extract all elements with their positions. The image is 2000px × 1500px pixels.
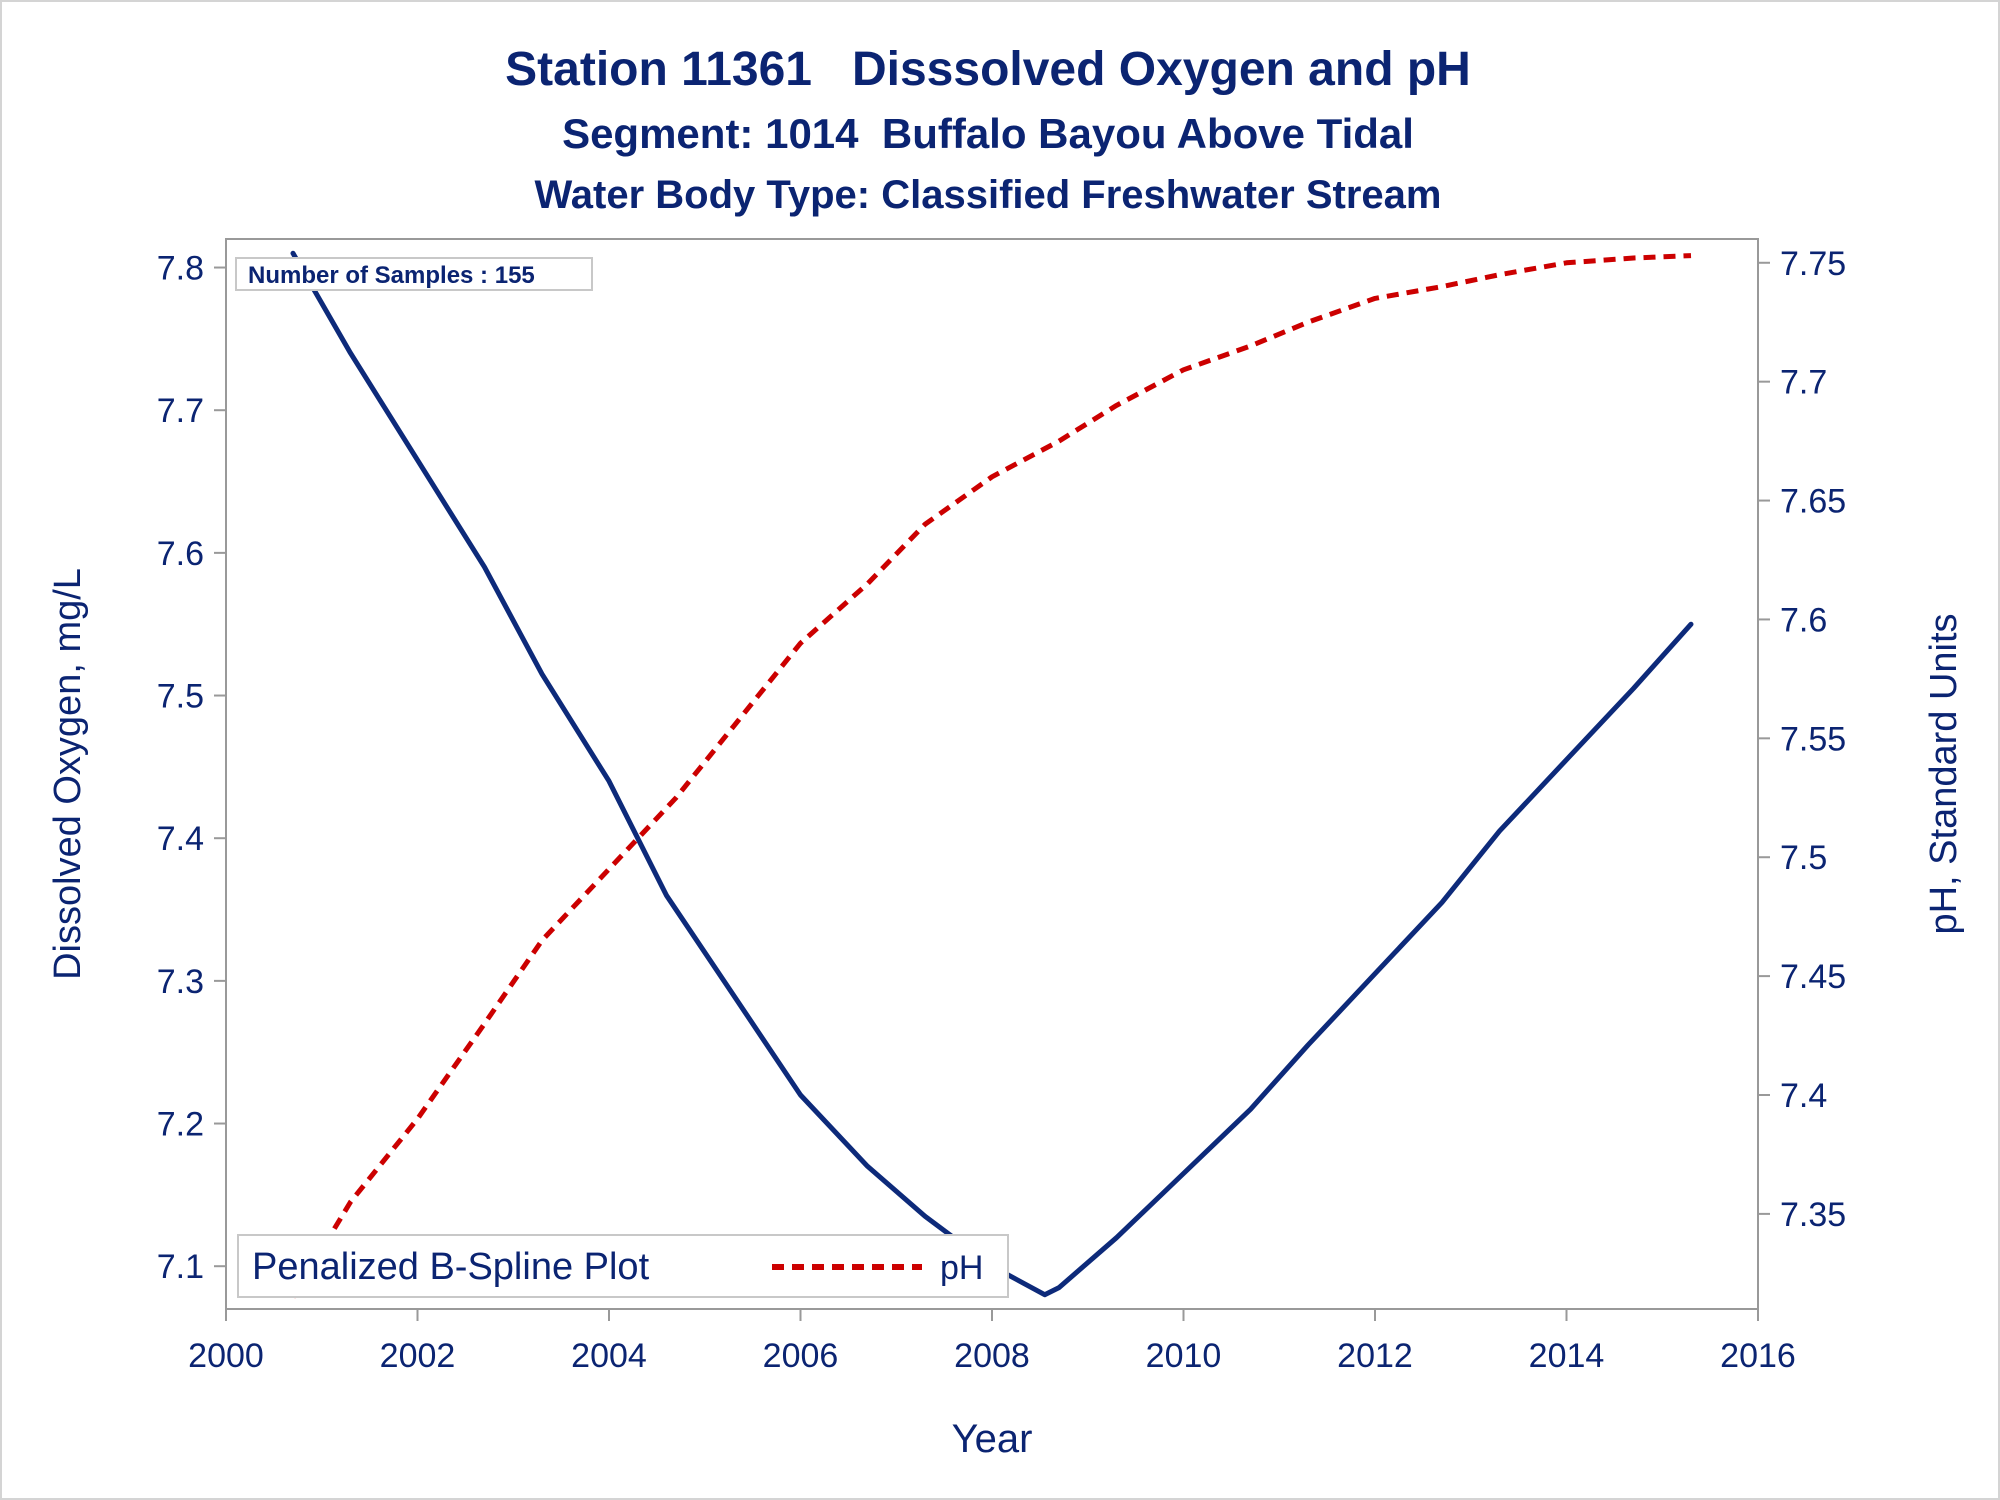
x-tick-label: 2008 <box>954 1337 1030 1375</box>
y2-tick-label: 7.75 <box>1780 245 1846 283</box>
y2-tick-label: 7.35 <box>1780 1196 1846 1234</box>
y-tick-label: 7.5 <box>157 678 204 716</box>
y2-tick-label: 7.6 <box>1780 601 1827 639</box>
y-tick-label: 7.6 <box>157 535 204 573</box>
y-tick-label: 7.7 <box>157 392 204 430</box>
x-axis: 2000 2002 2004 2006 2008 2010 2012 2014 2016 <box>188 1309 1796 1375</box>
y-tick-label: 7.1 <box>157 1248 204 1286</box>
x-axis-label: Year <box>952 1417 1033 1461</box>
x-tick-label: 2014 <box>1529 1337 1605 1375</box>
legend-label-ph: pH <box>940 1249 983 1287</box>
chart-title: Station 11361 Disssolved Oxygen and pH <box>505 43 1471 96</box>
x-tick-label: 2006 <box>763 1337 839 1375</box>
y2-tick-label: 7.4 <box>1780 1077 1827 1115</box>
x-tick-label: 2002 <box>380 1337 456 1375</box>
y-axis-label-right: pH, Standard Units <box>1923 613 1965 934</box>
y-tick-label: 7.3 <box>157 963 204 1001</box>
sample-count-box: Number of Samples : 155 <box>235 257 593 291</box>
y-tick-label: 7.2 <box>157 1106 204 1144</box>
y-axis-left: 7.1 7.2 7.3 7.4 7.5 7.6 7.7 7.8 <box>157 250 226 1286</box>
legend: Penalized B-Spline Plot pH <box>237 1234 1009 1298</box>
x-tick-label: 2016 <box>1720 1337 1796 1375</box>
x-tick-label: 2012 <box>1337 1337 1413 1375</box>
y-tick-label: 7.4 <box>157 820 204 858</box>
legend-title: Penalized B-Spline Plot <box>252 1246 650 1288</box>
chart-subtitle-2: Water Body Type: Classified Freshwater S… <box>535 173 1442 217</box>
y2-tick-label: 7.45 <box>1780 958 1846 996</box>
x-tick-label: 2010 <box>1146 1337 1222 1375</box>
y2-tick-label: 7.7 <box>1780 364 1827 402</box>
sample-count-text: Number of Samples : 155 <box>248 262 535 289</box>
chart-subtitle: Segment: 1014 Buffalo Bayou Above Tidal <box>562 110 1414 157</box>
y-tick-label: 7.8 <box>157 250 204 288</box>
y-axis-label-left: Dissolved Oxygen, mg/L <box>47 568 89 980</box>
sample-count-frame <box>235 257 593 291</box>
series-line-dissolved-oxygen <box>290 250 1694 1298</box>
series-layer <box>290 250 1694 1299</box>
series-line-ph <box>290 253 1692 1299</box>
x-tick-label: 2000 <box>188 1337 264 1375</box>
y2-tick-label: 7.65 <box>1780 483 1846 521</box>
y2-tick-label: 7.55 <box>1780 720 1846 758</box>
y-axis-right: 7.35 7.4 7.45 7.5 7.55 7.6 7.65 7.7 7.75 <box>1758 245 1846 1234</box>
plot-frame <box>225 238 1759 1310</box>
x-tick-label: 2004 <box>571 1337 647 1375</box>
y2-tick-label: 7.5 <box>1780 839 1827 877</box>
